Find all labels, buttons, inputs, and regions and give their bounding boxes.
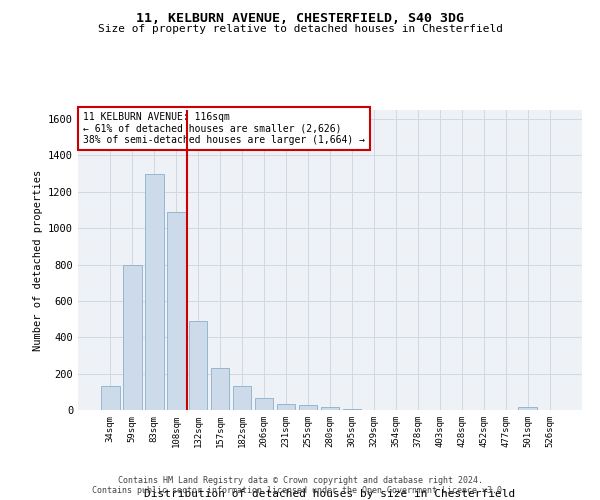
Bar xyxy=(101,386,119,410)
Bar xyxy=(167,212,185,410)
Bar xyxy=(277,404,295,410)
Text: Contains public sector information licensed under the Open Government Licence v3: Contains public sector information licen… xyxy=(92,486,508,495)
Bar xyxy=(189,321,208,410)
Text: 11, KELBURN AVENUE, CHESTERFIELD, S40 3DG: 11, KELBURN AVENUE, CHESTERFIELD, S40 3D… xyxy=(136,12,464,26)
Text: Contains HM Land Registry data © Crown copyright and database right 2024.: Contains HM Land Registry data © Crown c… xyxy=(118,476,482,485)
Bar xyxy=(299,406,317,410)
Bar xyxy=(320,408,340,410)
Y-axis label: Number of detached properties: Number of detached properties xyxy=(32,170,43,350)
Text: Size of property relative to detached houses in Chesterfield: Size of property relative to detached ho… xyxy=(97,24,503,34)
Bar xyxy=(233,386,251,410)
Bar xyxy=(145,174,164,410)
Bar xyxy=(518,408,537,410)
Bar xyxy=(123,264,142,410)
Text: 11 KELBURN AVENUE: 116sqm
← 61% of detached houses are smaller (2,626)
38% of se: 11 KELBURN AVENUE: 116sqm ← 61% of detac… xyxy=(83,112,365,144)
Bar xyxy=(343,409,361,410)
Bar xyxy=(255,398,274,410)
X-axis label: Distribution of detached houses by size in Chesterfield: Distribution of detached houses by size … xyxy=(145,489,515,499)
Bar xyxy=(211,368,229,410)
